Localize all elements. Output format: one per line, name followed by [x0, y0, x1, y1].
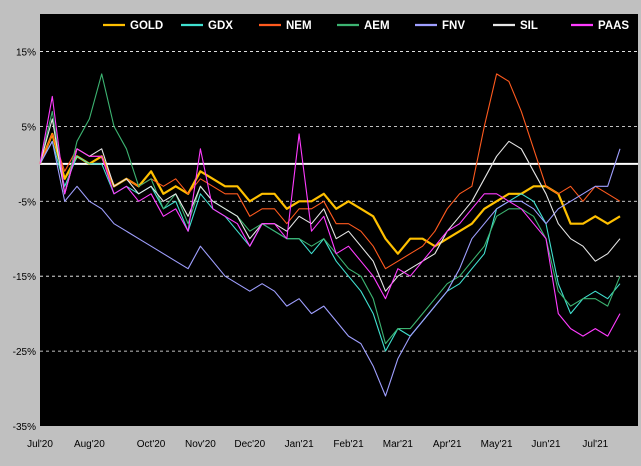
legend-label: AEM	[364, 20, 390, 32]
series-line-nem	[39, 73, 621, 270]
series-lines	[38, 73, 621, 397]
x-tick-label: May'21	[481, 439, 513, 450]
legend-label: GDX	[208, 20, 233, 32]
y-tick-label: 15%	[16, 47, 36, 58]
x-tick-label: Jun'21	[531, 439, 561, 450]
legend-label: SIL	[520, 20, 538, 32]
x-axis-tick-labels: Jul'20 Aug'20 Oct'20 Nov'20 Dec'20 Jan'21 Feb'…	[27, 439, 609, 450]
x-tick-label: Jan'21	[285, 439, 315, 450]
x-tick-label: Feb'21	[333, 439, 364, 450]
legend-label: NEM	[286, 20, 312, 32]
y-tick-label: -15%	[13, 272, 36, 283]
series-line-fnv	[39, 140, 621, 397]
legend-label: GOLD	[130, 20, 163, 32]
x-tick-label: Mar'21	[383, 439, 414, 450]
legend: GOLD GDX NEM AEM FNV SIL PAAS	[103, 20, 629, 32]
legend-label: FNV	[442, 20, 465, 32]
y-tick-label: -35%	[13, 422, 36, 433]
x-tick-label: Aug'20	[74, 439, 105, 450]
series-line-aem	[39, 73, 621, 345]
plot-area	[40, 14, 638, 426]
y-tick-label: -5%	[18, 197, 36, 208]
series-line-sil	[39, 118, 621, 292]
legend-label: PAAS	[598, 20, 629, 32]
x-tick-label: Oct'20	[137, 439, 166, 450]
x-tick-label: Nov'20	[185, 439, 216, 450]
y-axis-tick-labels: 15% 5% -5% -15% -25% -35%	[13, 47, 36, 433]
series-line-paas	[39, 95, 621, 337]
series-line-gdx	[39, 140, 621, 352]
x-tick-label: Jul'20	[27, 439, 53, 450]
x-tick-label: Apr'21	[433, 439, 462, 450]
y-tick-label: -25%	[13, 347, 36, 358]
y-tick-label: 5%	[22, 122, 37, 133]
x-tick-label: Jul'21	[582, 439, 608, 450]
x-tick-label: Dec'20	[234, 439, 265, 450]
